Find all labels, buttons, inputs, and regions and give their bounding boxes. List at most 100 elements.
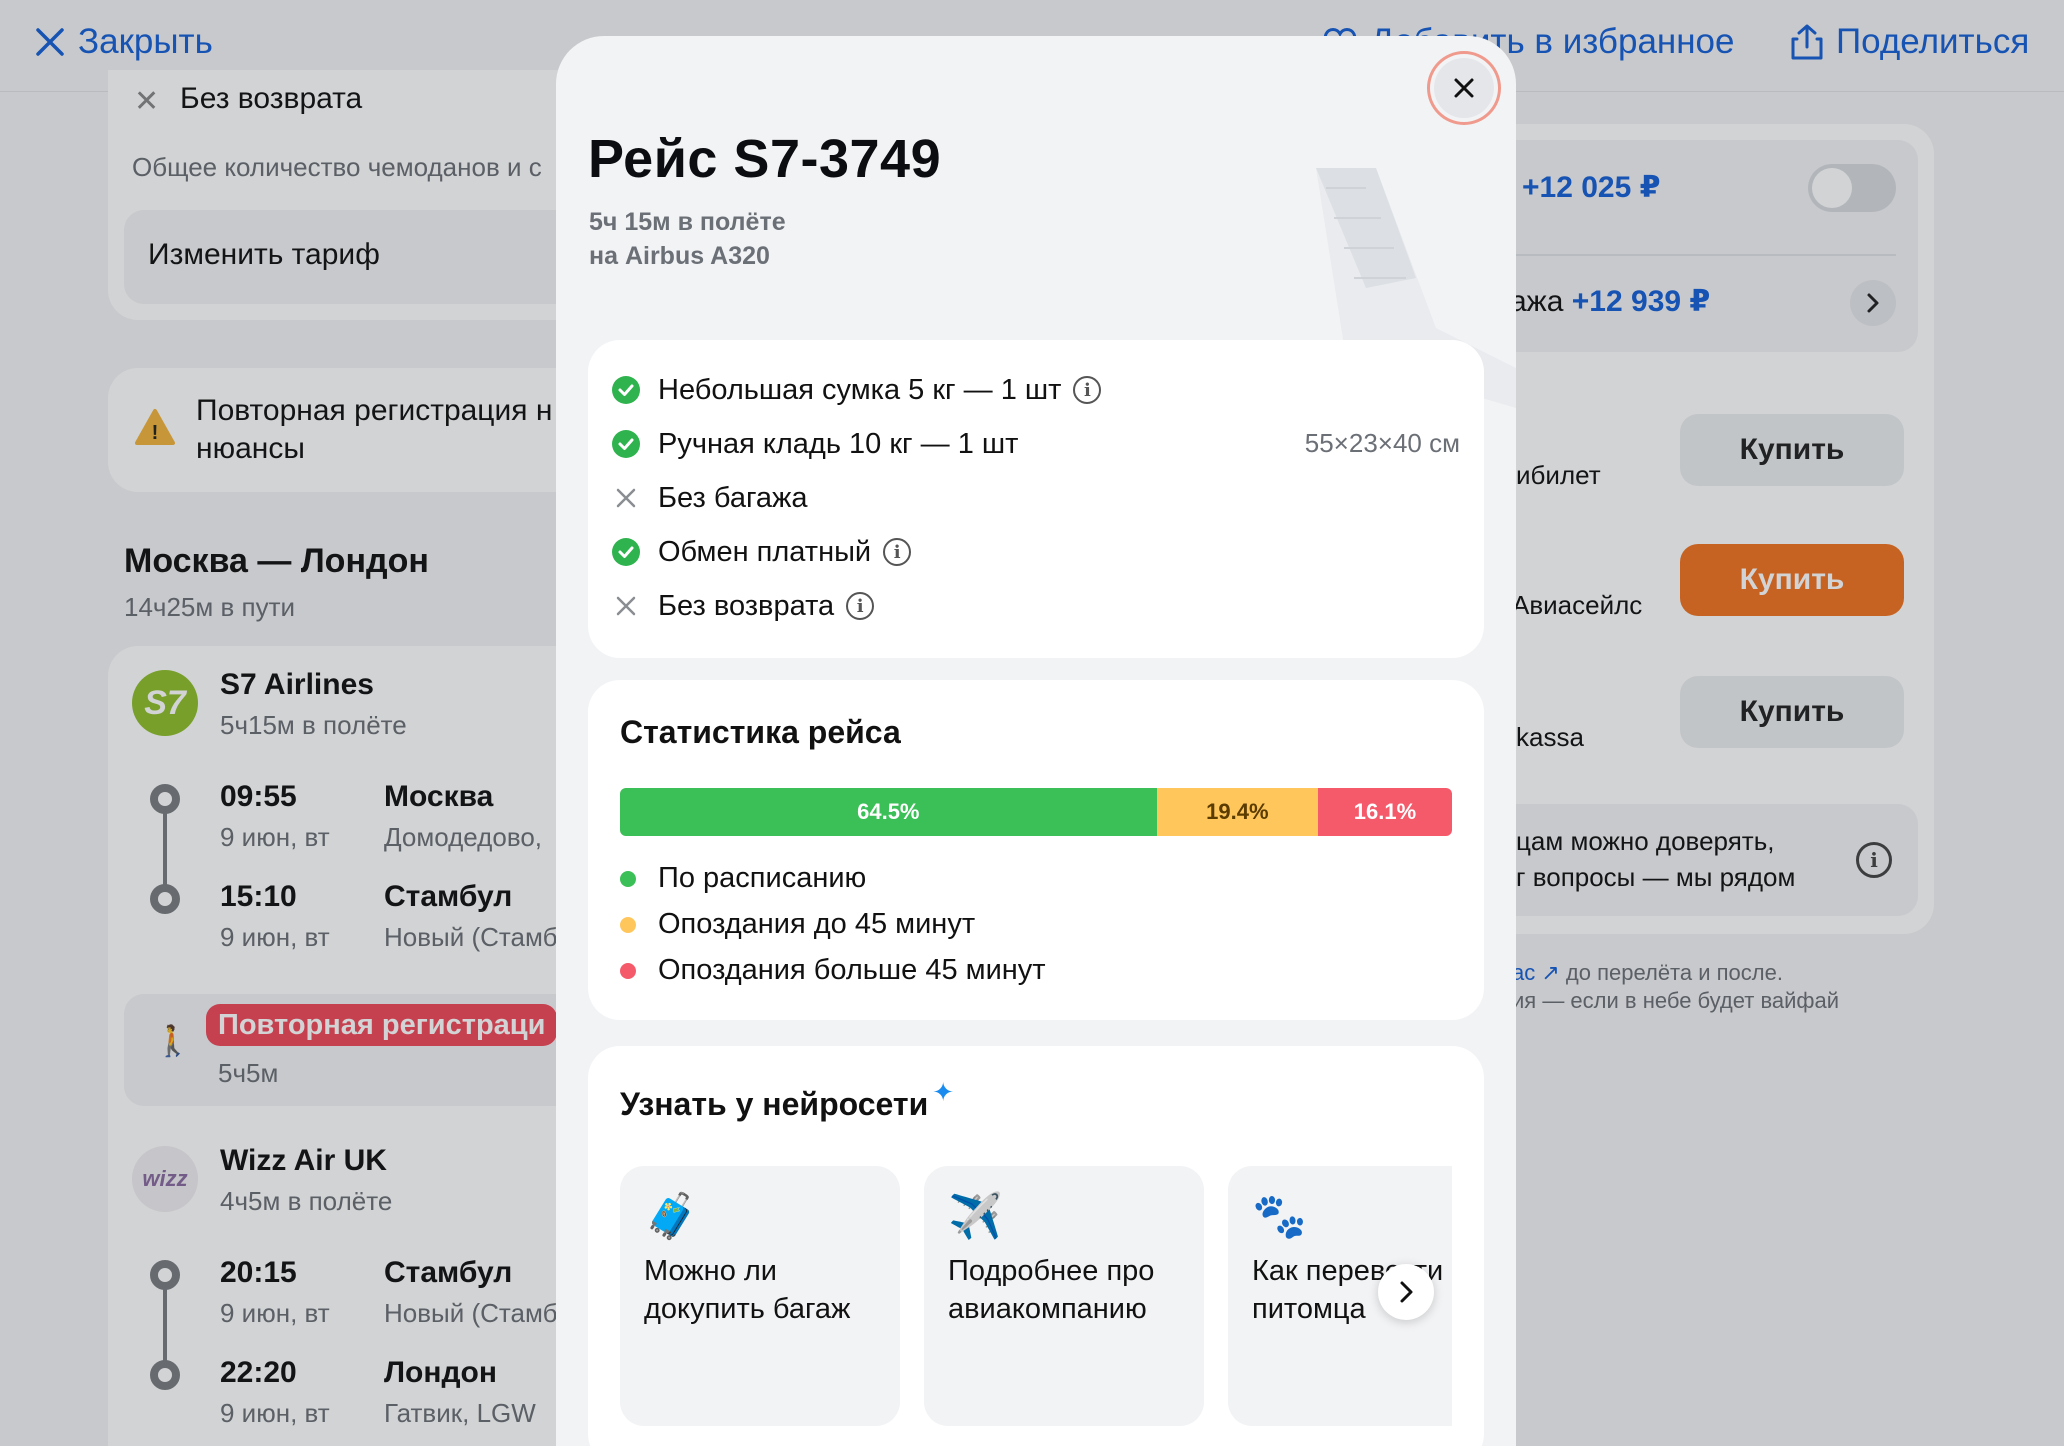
info-icon[interactable]: i [1856,842,1892,878]
ai-card-baggage[interactable]: 🧳 Можно ли докупить багаж [620,1166,900,1426]
seg2-timeline [163,1282,167,1382]
legend-label: Опоздания больше 45 минут [658,954,1046,986]
punctuality-segment: 19.4% [1156,788,1319,836]
info-icon[interactable]: i [1073,376,1102,404]
x-icon [612,484,640,512]
check-icon [612,538,640,566]
feature-no-refund: Без возврата i [612,586,875,626]
ai-card-text: Можно ли докупить багаж [644,1255,851,1325]
support-text-1: ас ↗ до перелёта и после. [1512,960,1783,985]
buy-button-2[interactable]: Купить [1680,544,1904,616]
seller2-name: Авиасейлс [1512,590,1643,620]
info-icon[interactable]: i [846,592,875,620]
seg1-arr-time: 15:10 [220,880,297,913]
chevron-right-icon [1400,1281,1413,1303]
feature-label: Небольшая сумка 5 кг — 1 шт [658,373,1062,406]
svg-text:!: ! [152,422,159,444]
seg1-dep-city: Москва [384,780,494,813]
sparkle-icon: ✦ [932,1077,955,1107]
buy-button-3[interactable]: Купить [1680,676,1904,748]
warning-text-2: нюансы [196,432,305,465]
seg2-duration: 4ч5м в полёте [220,1186,393,1216]
seg1-arr-dot [150,884,180,914]
buy-button-1[interactable]: Купить [1680,414,1904,486]
info-icon[interactable]: i [883,538,912,566]
suitcase-icon: 🧳 [644,1192,699,1241]
tariff-features-card: Небольшая сумка 5 кг — 1 шт i Ручная кла… [588,340,1484,658]
seg1-dep-date: 9 июн, вт [220,822,330,852]
feature-label: Ручная кладь 10 кг — 1 шт [658,427,1019,460]
option1-price: +12 025 ₽ [1522,171,1661,204]
seg1-dep-time: 09:55 [220,780,297,813]
feature-label: Обмен платный [658,535,872,568]
share-icon [1791,24,1823,60]
paw-icon: 🐾 [1252,1192,1307,1241]
feature-no-baggage: Без багажа [612,478,808,518]
seg1-timeline [163,806,167,906]
legend-label: По расписанию [658,862,867,894]
seg1-airline: S7 Airlines [220,668,374,701]
x-icon [612,592,640,620]
close-icon [1454,78,1474,98]
itinerary-card: S7 S7 Airlines 5ч15м в полёте 09:55 9 ию… [108,646,628,1446]
seg2-dep-time: 20:15 [220,1256,297,1289]
option2-row[interactable]: ажа +12 939 ₽ [1510,285,1711,318]
punctuality-segment: 64.5% [620,788,1157,836]
feature-label: Без возврата [658,589,835,622]
transfer-box: 🚶 Повторная регистраци 5ч5м [124,994,628,1106]
feature-exchange: Обмен платный i [612,532,912,572]
flight-details-modal: Рейс S7-3749 5ч 15м в полёте на Airbus A… [556,36,1516,1446]
close-icon [36,28,64,56]
transfer-duration: 5ч5м [218,1058,279,1088]
modal-close-button[interactable] [1434,58,1494,118]
feature-hand-luggage: Ручная кладь 10 кг — 1 шт [612,424,1018,464]
trust-box: цам можно доверять, г вопросы — мы рядом… [1480,804,1918,916]
warning-text-1: Повторная регистрация н [196,394,553,427]
close-page-button[interactable]: Закрыть [34,22,213,62]
legend-dot [620,962,636,979]
legend-dot [620,916,636,933]
route-title: Москва — Лондон [124,542,429,580]
check-icon [612,430,640,458]
aircraft-type: на Airbus A320 [589,242,770,270]
legend-delay-long: Опоздания больше 45 минут [620,954,1046,987]
s7-logo: S7 [132,670,198,736]
legend-label: Опоздания до 45 минут [658,908,976,940]
baggage-note: Общее количество чемоданов и с [132,152,542,182]
trust-text-1: цам можно доверять, [1516,826,1775,856]
route-duration: 14ч25м в пути [124,592,296,622]
seg1-arr-city: Стамбул [384,880,513,913]
seg2-dep-city: Стамбул [384,1256,513,1289]
seg2-arr-time: 22:20 [220,1356,297,1389]
share-label: Поделиться [1836,22,2030,61]
seg1-arr-airport: Новый (Стамб [384,922,558,952]
seg2-dep-dot [150,1260,180,1290]
close-page-label: Закрыть [78,22,213,61]
ai-card-text: Подробнее про авиакомпанию [948,1255,1155,1325]
seg2-arr-dot [150,1360,180,1390]
change-tariff-button[interactable]: Изменить тариф [124,210,628,304]
seg1-duration: 5ч15м в полёте [220,710,407,740]
legend-on-time: По расписанию [620,862,866,895]
ai-questions-card: Узнать у нейросети ✦ 🧳 Можно ли докупить … [588,1046,1484,1446]
hand-luggage-dimensions: 55×23×40 см [1304,428,1460,458]
flight-title: Рейс S7-3749 [588,129,942,189]
purchase-panel: +12 025 ₽ ажа +12 939 ₽ ибилет Купить Ав… [1480,124,1934,934]
warning-icon: ! [135,409,175,445]
flight-stats-card: Статистика рейса 64.5% 19.4% 16.1% По расп… [588,680,1484,1020]
seg2-arr-airport: Гатвик, LGW [384,1398,536,1428]
share-button[interactable]: Поделиться [1790,22,2029,62]
seller3-name: kassa [1516,722,1584,752]
scroll-right-button[interactable] [1378,1264,1434,1320]
option1-toggle[interactable] [1808,164,1896,212]
chevron-right-icon[interactable] [1850,280,1896,326]
ai-card-airline[interactable]: ✈️ Подробнее про авиакомпанию [924,1166,1204,1426]
seg1-dep-dot [150,784,180,814]
stats-title: Статистика рейса [620,714,901,750]
feature-label: Без багажа [658,481,808,514]
seg2-arr-date: 9 июн, вт [220,1398,330,1428]
seg1-arr-date: 9 июн, вт [220,922,330,952]
feature-small-bag: Небольшая сумка 5 кг — 1 шт i [612,370,1102,410]
wizz-logo: wizz [132,1146,198,1212]
punctuality-bar: 64.5% 19.4% 16.1% [620,788,1452,836]
